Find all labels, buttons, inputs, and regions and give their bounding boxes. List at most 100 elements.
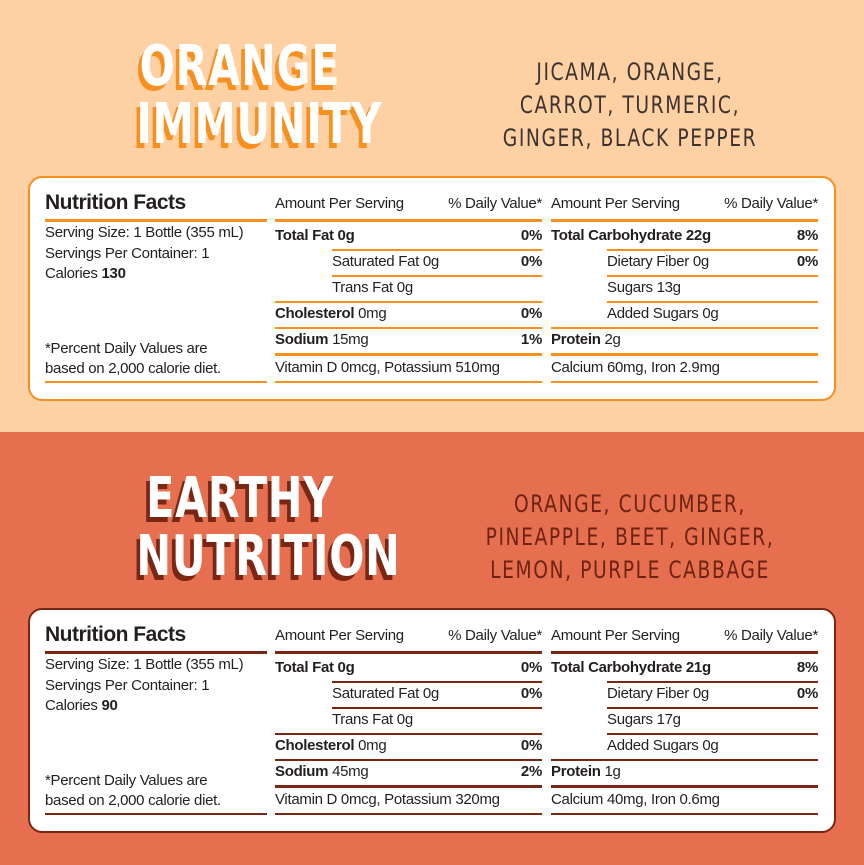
daily-value-percent: 1% (520, 331, 542, 348)
calories: Calories 90 (45, 696, 118, 716)
nutrient-name: Total Fat 0g (275, 227, 355, 244)
nutrient-row: Sugars 13g (607, 275, 681, 301)
nutrient-row: Cholesterol 0mg (275, 301, 387, 327)
divider (551, 219, 818, 222)
nutrient-row: Added Sugars 0g (607, 301, 719, 327)
divider (551, 651, 818, 654)
divider (275, 353, 542, 356)
vitamins-minerals: Vitamin D 0mcg, Potassium 320mg (275, 791, 500, 808)
nutrient-name: Protein (551, 331, 601, 348)
title-line: ORANGE (139, 34, 341, 99)
nutrient-amount: 45mg (332, 763, 369, 780)
divider (275, 301, 542, 303)
nutrient-name: Total Carbohydrate 21g (551, 659, 711, 676)
nutrient-row: Saturated Fat 0g (332, 681, 439, 707)
daily-value-header: % Daily Value* (448, 195, 542, 212)
ingredients: ORANGE, CUCUMBER, PINEAPPLE, BEET, GINGER… (482, 488, 778, 587)
servings-per-container: Servings Per Container: 1 (45, 245, 210, 262)
nutrient-amount: Saturated Fat 0g (332, 253, 439, 270)
nutrient-amount: Sugars 17g (607, 711, 681, 728)
nutrient-name: Sodium (275, 331, 329, 348)
daily-value-percent: 8% (796, 659, 818, 676)
divider (275, 381, 542, 383)
divider (275, 651, 542, 654)
nutrient-amount: 0mg (358, 737, 387, 754)
nutrient-amount: Trans Fat 0g (332, 279, 413, 296)
daily-value-percent: 0% (520, 685, 542, 702)
footnote: based on 2,000 calorie diet. (45, 360, 221, 377)
daily-value-header: % Daily Value* (724, 627, 818, 644)
amount-per-serving-header: Amount Per Serving (275, 195, 404, 212)
nutrient-row: Sodium 15mg (275, 327, 369, 353)
nutrient-row: Protein 2g (551, 327, 621, 353)
nutrient-row: Dietary Fiber 0g (607, 249, 709, 275)
divider (45, 381, 267, 383)
nutrient-row: Total Carbohydrate 22g (551, 223, 711, 249)
daily-value-percent: 8% (796, 227, 818, 244)
nutrient-amount: Saturated Fat 0g (332, 685, 439, 702)
divider (275, 785, 542, 788)
nutrient-amount: Added Sugars 0g (607, 737, 719, 754)
divider (275, 733, 542, 735)
nutrient-amount: 1g (604, 763, 621, 780)
title-line: IMMUNITY (136, 92, 383, 157)
divider (551, 785, 818, 788)
nutrition-facts-panel: Nutrition Facts Serving Size: 1 Bottle (3… (28, 608, 836, 833)
ingredient-line: GINGER, BLACK PEPPER (502, 124, 758, 152)
divider (607, 707, 818, 709)
nutrient-row: Total Fat 0g (275, 223, 355, 249)
nutrient-row: Total Fat 0g (275, 655, 355, 681)
nutrient-row: Saturated Fat 0g (332, 249, 439, 275)
serving-size: Serving Size: 1 Bottle (355 mL) (45, 224, 244, 241)
divider (45, 651, 267, 654)
footnote: *Percent Daily Values are (45, 772, 208, 789)
nutrient-amount: Dietary Fiber 0g (607, 253, 709, 270)
divider (275, 813, 542, 815)
nutrient-name: Total Carbohydrate 22g (551, 227, 711, 244)
nutrient-row: Total Carbohydrate 21g (551, 655, 711, 681)
nutrient-amount: 2g (604, 331, 621, 348)
divider (45, 219, 267, 222)
divider (45, 813, 267, 815)
divider (551, 759, 818, 761)
divider (551, 813, 818, 815)
daily-value-percent: 0% (520, 737, 542, 754)
nutrient-row: Protein 1g (551, 759, 621, 785)
divider (607, 681, 818, 683)
nutrient-row: Cholesterol 0mg (275, 733, 387, 759)
ingredient-line: CARROT, TURMERIC, (519, 91, 741, 119)
product-title: EARTHY NUTRITION (136, 470, 399, 586)
divider (551, 381, 818, 383)
daily-value-percent: 2% (520, 763, 542, 780)
divider (607, 733, 818, 735)
nutrient-name: Protein (551, 763, 601, 780)
ingredient-line: PINEAPPLE, BEET, GINGER, (485, 523, 775, 551)
ingredient-line: JICAMA, ORANGE, (536, 58, 724, 86)
serving-size: Serving Size: 1 Bottle (355 mL) (45, 656, 244, 673)
daily-value-percent: 0% (520, 253, 542, 270)
calories: Calories 130 (45, 264, 126, 284)
product-title: ORANGE IMMUNITY (136, 34, 383, 157)
nutrient-amount: Trans Fat 0g (332, 711, 413, 728)
footnote: *Percent Daily Values are (45, 340, 208, 357)
amount-per-serving-header: Amount Per Serving (275, 627, 404, 644)
divider (275, 219, 542, 222)
divider (332, 275, 542, 277)
calories-label: Calories (45, 697, 98, 714)
nutrient-row: Sugars 17g (607, 707, 681, 733)
ingredient-line: ORANGE, CUCUMBER, (514, 490, 746, 518)
daily-value-percent: 0% (520, 227, 542, 244)
daily-value-header: % Daily Value* (448, 627, 542, 644)
nutrient-amount: 0mg (358, 305, 387, 322)
calories-label: Calories (45, 265, 98, 282)
daily-value-percent: 0% (796, 253, 818, 270)
ingredient-line: LEMON, PURPLE CABBAGE (490, 556, 770, 584)
daily-value-percent: 0% (796, 685, 818, 702)
amount-per-serving-header: Amount Per Serving (551, 195, 680, 212)
daily-value-header: % Daily Value* (724, 195, 818, 212)
vitamins-minerals: Calcium 40mg, Iron 0.6mg (551, 791, 720, 808)
nutrient-amount: 15mg (332, 331, 369, 348)
divider (275, 327, 542, 329)
nutrient-row: Dietary Fiber 0g (607, 681, 709, 707)
nutrient-row: Trans Fat 0g (332, 275, 413, 301)
